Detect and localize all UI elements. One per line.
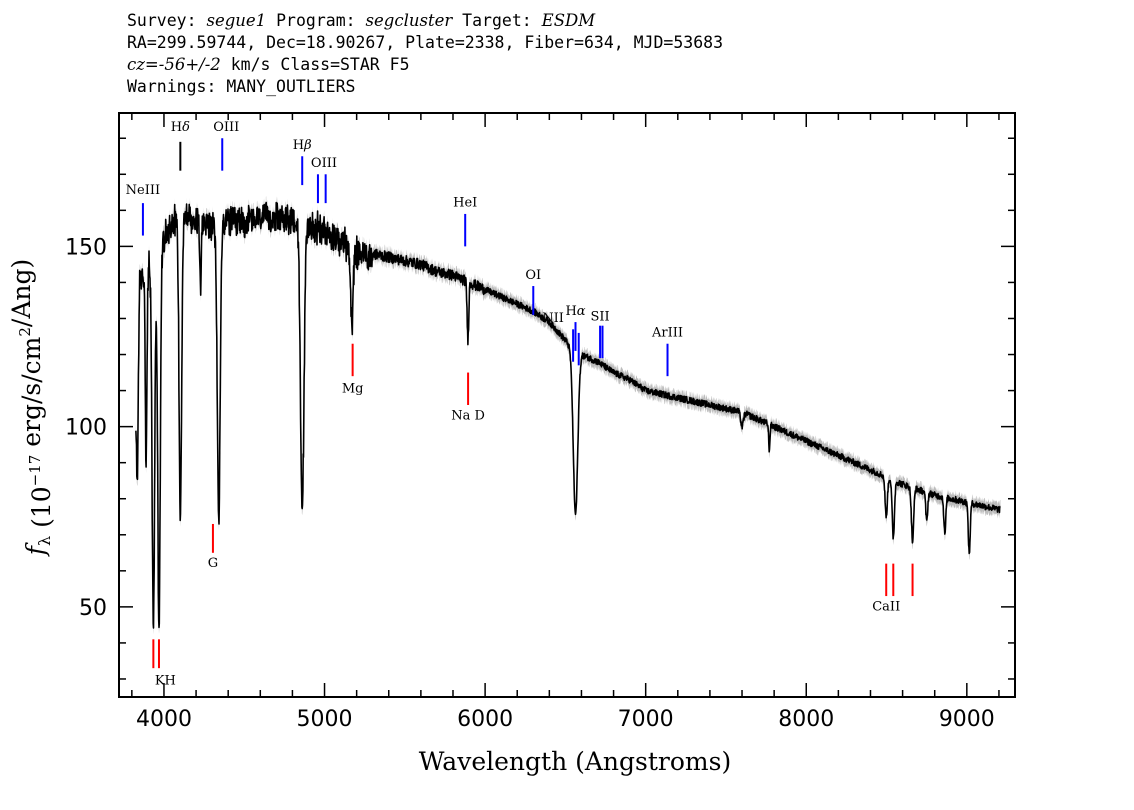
survey-value: segue1 (206, 11, 267, 30)
absorption-line-marker-label: KH (155, 673, 176, 688)
emission-line-marker-label: OIII (213, 120, 239, 135)
emission-line-marker-label: Hα (565, 304, 585, 319)
program-label: Program: (276, 11, 356, 30)
line-markers: NeIII Hδ OIII Hβ OIII HeI OI NII Hα SII ArIII KH G Mg… (126, 120, 914, 688)
absorption-line-marker-label: Na D (451, 408, 485, 423)
error-band (135, 196, 1001, 635)
cz-label: cz= (127, 55, 159, 74)
target-value: ESDM (541, 11, 596, 30)
program-value: segcluster (365, 11, 453, 30)
survey-label: Survey: (127, 11, 197, 30)
emission-line-marker-label: ArIII (651, 326, 683, 341)
emission-line-marker-label: NII (542, 311, 564, 326)
x-tick-label: 6000 (457, 707, 513, 732)
axis-ticks (119, 113, 1015, 697)
x-tick-label: 9000 (939, 707, 995, 732)
cz-value: -56+/-2 (158, 55, 221, 74)
header-line-1: Survey: segue1 Program: segcluster Targe… (127, 10, 723, 32)
emission-line-marker-label: Hβ (293, 138, 312, 153)
y-tick-label: 150 (65, 235, 107, 260)
x-tick-label: 7000 (618, 707, 674, 732)
emission-line-marker-label: NeIII (126, 183, 160, 198)
emission-line-marker-label: Hδ (171, 120, 190, 135)
emission-line-marker-label: HeI (453, 196, 477, 211)
error-band-shape (135, 196, 1001, 635)
absorption-line-marker-label: G (208, 556, 218, 571)
absorption-line-marker-label: CaII (872, 599, 900, 614)
spectrum-layer (135, 201, 1001, 629)
y-tick-label: 100 (65, 416, 107, 441)
axis-labels: 4000 5000 6000 7000 8000 9000 50 100 150 Waveleng… (7, 235, 995, 776)
emission-line-marker-label: SII (590, 309, 609, 324)
spectrum-header: Survey: segue1 Program: segcluster Targe… (127, 10, 723, 98)
absorption-line-marker-label: Mg (342, 381, 364, 396)
x-tick-label: 4000 (136, 707, 192, 732)
cz-class-text: km/s Class=STAR F5 (220, 55, 410, 74)
y-axis-label-text: fλ (10−17 erg/s/cm2/Ang) (7, 259, 56, 558)
target-label: Target: (462, 11, 532, 30)
header-line-3: cz=-56+/-2 km/s Class=STAR F5 (127, 54, 723, 76)
plot-frame (118, 112, 1016, 698)
emission-line-marker-label: OIII (311, 156, 337, 171)
header-line-4: Warnings: MANY_OUTLIERS (127, 77, 356, 96)
x-tick-label: 8000 (778, 707, 834, 732)
y-axis-label: fλ (10−17 erg/s/cm2/Ang) (7, 259, 56, 558)
header-line-2: RA=299.59744, Dec=18.90267, Plate=2338, … (127, 33, 724, 52)
x-tick-label: 5000 (297, 707, 353, 732)
x-axis-label: Wavelength (Angstroms) (419, 747, 731, 776)
emission-line-marker-label: OI (525, 268, 541, 283)
y-tick-label: 50 (79, 596, 107, 621)
spectrum-line (135, 201, 1001, 629)
